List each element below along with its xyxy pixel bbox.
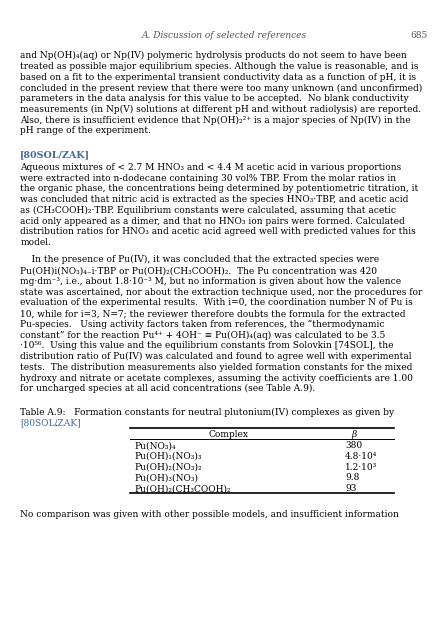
Text: treated as possible major equilibrium species. Although the value is reasonable,: treated as possible major equilibrium sp… (20, 62, 418, 71)
Text: as (CH₃COOH)₂·TBP. Equilibrium constants were calculated, assuming that acetic: as (CH₃COOH)₂·TBP. Equilibrium constants… (20, 206, 396, 215)
Text: Table A.9:   Formation constants for neutral plutonium(IV) complexes as given by: Table A.9: Formation constants for neutr… (20, 408, 394, 417)
Text: mg·dm⁻³, i.e., about 1.8·10⁻³ M, but no information is given about how the valen: mg·dm⁻³, i.e., about 1.8·10⁻³ M, but no … (20, 277, 401, 286)
Text: [80SOL/ZAK]: [80SOL/ZAK] (20, 150, 90, 159)
Text: evaluation of the experimental results.  With i=0, the coordination number N of : evaluation of the experimental results. … (20, 298, 413, 307)
Text: and Np(OH)₄(aq) or Np(IV) polymeric hydrolysis products do not seem to have been: and Np(OH)₄(aq) or Np(IV) polymeric hydr… (20, 51, 407, 60)
Text: Complex: Complex (208, 430, 249, 439)
Text: 93: 93 (345, 484, 356, 493)
Text: 4.8·10⁴: 4.8·10⁴ (345, 452, 377, 461)
Text: Pu(OH)₃(NO₃): Pu(OH)₃(NO₃) (134, 474, 198, 483)
Text: model.: model. (20, 238, 51, 247)
Text: 380: 380 (345, 441, 362, 451)
Text: distribution ratios for HNO₃ and acetic acid agreed well with predicted values f: distribution ratios for HNO₃ and acetic … (20, 227, 416, 236)
Text: measurements (in Np(V) solutions at different pH and without radiolysis) are rep: measurements (in Np(V) solutions at diff… (20, 105, 421, 114)
Text: the organic phase, the concentrations being determined by potentiometric titrati: the organic phase, the concentrations be… (20, 184, 418, 193)
Text: Pu(OH)₂(NO₃)₂: Pu(OH)₂(NO₃)₂ (134, 463, 202, 472)
Text: state was ascertained, nor about the extraction technique used, nor the procedur: state was ascertained, nor about the ext… (20, 287, 422, 296)
Text: No comparison was given with other possible models, and insufficient information: No comparison was given with other possi… (20, 509, 399, 518)
Text: Aqueous mixtures of < 2.7 M HNO₃ and < 4.4 M acetic acid in various proportions: Aqueous mixtures of < 2.7 M HNO₃ and < 4… (20, 163, 401, 172)
Text: for uncharged species at all acid concentrations (see Table A.9).: for uncharged species at all acid concen… (20, 385, 315, 394)
Text: Pu(NO₃)₄: Pu(NO₃)₄ (134, 441, 176, 451)
Text: constant” for the reaction Pu⁴⁺ + 4OH⁻ ≡ Pu(OH)₄(aq) was calculated to be 3.5: constant” for the reaction Pu⁴⁺ + 4OH⁻ ≡… (20, 331, 386, 340)
Text: hydroxy and nitrate or acetate complexes, assuming the activity coefficients are: hydroxy and nitrate or acetate complexes… (20, 374, 413, 383)
Text: .: . (54, 419, 56, 428)
Text: 10, while for i=3, N=7; the reviewer therefore doubts the formula for the extrac: 10, while for i=3, N=7; the reviewer the… (20, 309, 405, 318)
Text: A. Discussion of selected references: A. Discussion of selected references (142, 31, 306, 40)
Text: 1.2·10³: 1.2·10³ (345, 463, 377, 472)
Text: In the presence of Pu(IV), it was concluded that the extracted species were: In the presence of Pu(IV), it was conclu… (20, 255, 379, 264)
Text: 685: 685 (410, 31, 428, 40)
Text: distribution ratio of Pu(IV) was calculated and found to agree well with experim: distribution ratio of Pu(IV) was calcula… (20, 352, 412, 361)
Text: concluded in the present review that there were too many unknown (and unconfirme: concluded in the present review that the… (20, 83, 422, 93)
Text: [80SOL/ZAK]: [80SOL/ZAK] (20, 419, 81, 428)
Text: Also, there is insufficient evidence that Np(OH)₂²⁺ is a major species of Np(IV): Also, there is insufficient evidence tha… (20, 116, 411, 125)
Text: Pu(OH)₂(CH₃COOH)₂: Pu(OH)₂(CH₃COOH)₂ (134, 484, 231, 493)
Text: pH range of the experiment.: pH range of the experiment. (20, 127, 151, 136)
Text: β: β (351, 430, 357, 439)
Text: was concluded that nitric acid is extracted as the species HNO₃·TBP, and acetic : was concluded that nitric acid is extrac… (20, 195, 409, 204)
Text: acid only appeared as a dimer, and that no HNO₃ ion pairs were formed. Calculate: acid only appeared as a dimer, and that … (20, 217, 405, 226)
Text: Pu-species.   Using activity factors taken from references, the “thermodynamic: Pu-species. Using activity factors taken… (20, 320, 385, 329)
Text: Pu(OH)i(NO₃)₄₋i·TBP or Pu(OH)₂(CH₃COOH)₂.  The Pu concentration was 420: Pu(OH)i(NO₃)₄₋i·TBP or Pu(OH)₂(CH₃COOH)₂… (20, 266, 377, 275)
Text: tests.  The distribution measurements also yielded formation constants for the m: tests. The distribution measurements als… (20, 363, 413, 372)
Text: Pu(OH)₁(NO₃)₃: Pu(OH)₁(NO₃)₃ (134, 452, 202, 461)
Text: 9.8: 9.8 (345, 474, 359, 483)
Text: were extracted into n-dodecane containing 30 vol% TBP. From the molar ratios in: were extracted into n-dodecane containin… (20, 173, 396, 182)
Text: ·10⁵⁶.  Using this value and the equilibrium constants from Solovkin [74SOL], th: ·10⁵⁶. Using this value and the equilibr… (20, 341, 394, 350)
Text: based on a fit to the experimental transient conductivity data as a function of : based on a fit to the experimental trans… (20, 73, 416, 82)
Text: parameters in the data analysis for this value to be accepted.  No blank conduct: parameters in the data analysis for this… (20, 94, 409, 103)
